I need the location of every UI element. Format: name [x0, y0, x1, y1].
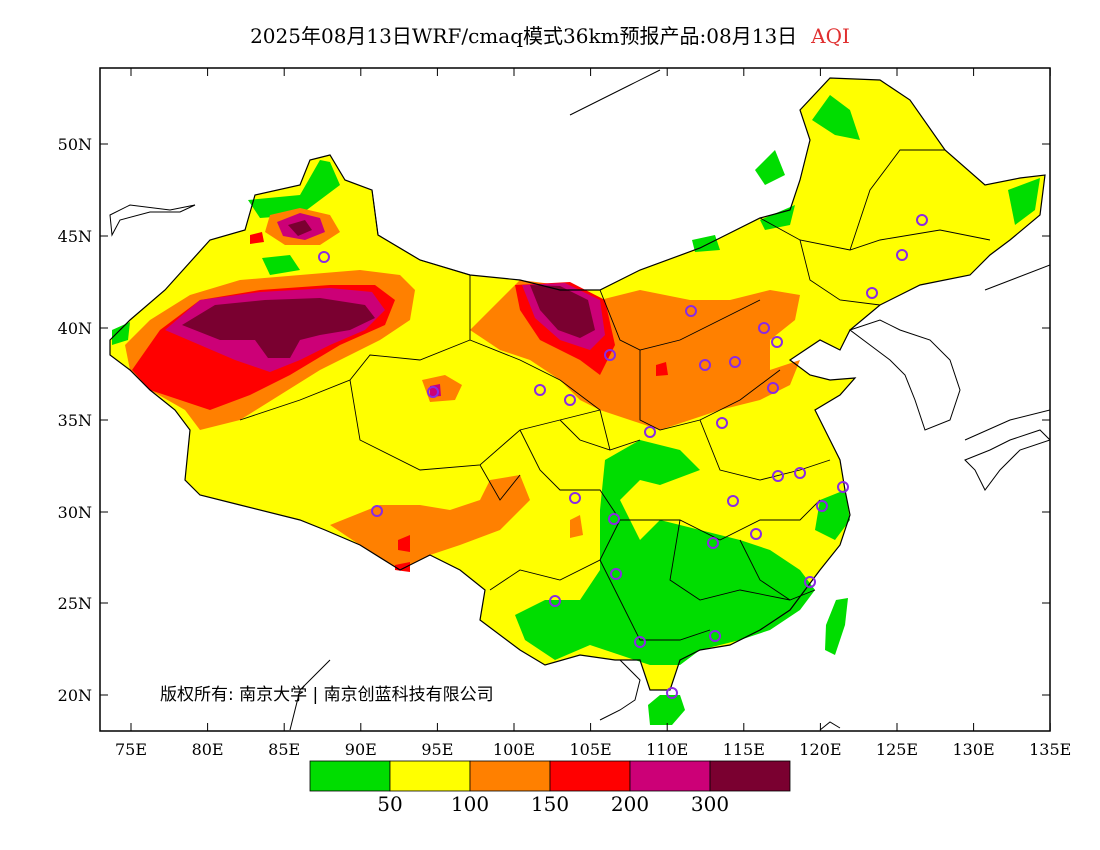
station-marker	[549, 595, 561, 607]
region-hainan	[648, 695, 685, 725]
station-marker	[758, 322, 770, 334]
lat-tick-label: 45N	[58, 227, 92, 246]
neighbouring-coastlines	[109, 69, 1050, 731]
station-marker	[727, 495, 739, 507]
chart-title: 2025年08月13日WRF/cmaq模式36km预报产品:08月13日 AQI	[0, 20, 1100, 49]
station-marker	[699, 359, 711, 371]
map-frame	[99, 67, 1051, 732]
copyright-text: 版权所有: 南京大学 | 南京创蓝科技有限公司	[160, 685, 494, 705]
station-marker	[569, 492, 581, 504]
station-marker	[767, 382, 779, 394]
station-marker	[427, 386, 439, 398]
lon-tick-label: 105E	[569, 740, 611, 759]
legend-label: 100	[450, 792, 490, 816]
title-variable: AQI	[811, 24, 850, 48]
station-marker	[608, 513, 620, 525]
region-orange-tibet	[330, 475, 530, 570]
map-axes: 50N 45N 40N 35N 30N 25N 20N 75E 80E 85E 90E 95E 100E…	[58, 68, 1071, 759]
region-red-tibet-spot	[398, 535, 410, 552]
station-marker	[634, 636, 646, 648]
station-marker	[716, 417, 728, 429]
region-red-hebei-spot	[656, 362, 668, 376]
lon-tick-label: 115E	[723, 740, 765, 759]
lat-tick-label: 30N	[58, 503, 92, 522]
lat-tick-label: 40N	[58, 319, 92, 338]
lon-tick-label: 75E	[115, 740, 147, 759]
station-marker	[772, 470, 784, 482]
station-marker	[534, 384, 546, 396]
region-orange-sichuan-spot	[570, 515, 583, 538]
legend-label: 50	[377, 792, 403, 816]
region-green-northeast-2	[1008, 178, 1040, 225]
lat-tick-label: 35N	[58, 411, 92, 430]
lon-tick-label: 95E	[421, 740, 453, 759]
legend-swatch	[549, 760, 631, 792]
lon-tick-label: 85E	[268, 740, 300, 759]
region-maroon-gansu	[530, 285, 595, 338]
station-marker	[644, 426, 656, 438]
title-text: 2025年08月13日WRF/cmaq模式36km预报产品:08月13日	[250, 24, 798, 48]
lon-tick-label: 120E	[799, 740, 841, 759]
legend-swatch	[469, 760, 551, 792]
region-red-xinjiang-north	[250, 232, 264, 244]
china-outline	[109, 77, 1046, 691]
legend-label: 150	[530, 792, 570, 816]
lon-tick-label: 110E	[646, 740, 688, 759]
legend-swatch	[389, 760, 471, 792]
station-marker	[709, 630, 721, 642]
region-green-xinjiang-2	[262, 255, 300, 275]
region-taiwan	[825, 598, 848, 655]
station-marker	[564, 394, 576, 406]
station-marker	[816, 500, 828, 512]
region-green-xinjiang-1	[248, 160, 340, 218]
region-green-west	[112, 322, 130, 345]
lat-tick-label: 25N	[58, 594, 92, 613]
station-marker	[804, 576, 816, 588]
lon-tick-label: 90E	[345, 740, 377, 759]
station-marker	[371, 505, 383, 517]
station-marker	[896, 249, 908, 261]
station-marker	[318, 251, 330, 263]
aqi-legend	[309, 760, 791, 792]
legend-label: 300	[690, 792, 730, 816]
station-marker	[666, 687, 678, 699]
station-marker	[707, 537, 719, 549]
legend-label: 200	[610, 792, 650, 816]
station-marker	[866, 287, 878, 299]
lat-tick-label: 20N	[58, 686, 92, 705]
station-marker	[916, 214, 928, 226]
region-green-south	[515, 440, 815, 665]
region-green-northeast-3	[755, 150, 785, 185]
region-maroon-xinjiang	[182, 298, 375, 358]
station-marker	[604, 349, 616, 361]
legend-swatch	[629, 760, 711, 792]
station-marker	[771, 336, 783, 348]
station-marker	[610, 568, 622, 580]
lon-tick-label: 130E	[952, 740, 994, 759]
station-marker	[685, 305, 697, 317]
station-marker	[794, 467, 806, 479]
map-field	[109, 69, 1050, 731]
lon-tick-label: 125E	[876, 740, 918, 759]
region-maroon-xinjiang-north	[288, 220, 312, 236]
station-marker	[729, 356, 741, 368]
lon-tick-label: 100E	[493, 740, 535, 759]
station-markers	[318, 214, 928, 699]
lon-tick-label: 80E	[192, 740, 224, 759]
station-marker	[750, 528, 762, 540]
region-green-northeast-1	[812, 95, 860, 140]
region-green-east	[815, 490, 850, 540]
legend-swatch	[709, 760, 791, 792]
legend-swatch	[309, 760, 391, 792]
lat-tick-label: 50N	[58, 135, 92, 154]
region-magenta-qinghai-spot	[430, 384, 441, 397]
lon-tick-label: 135E	[1029, 740, 1071, 759]
station-marker	[837, 481, 849, 493]
